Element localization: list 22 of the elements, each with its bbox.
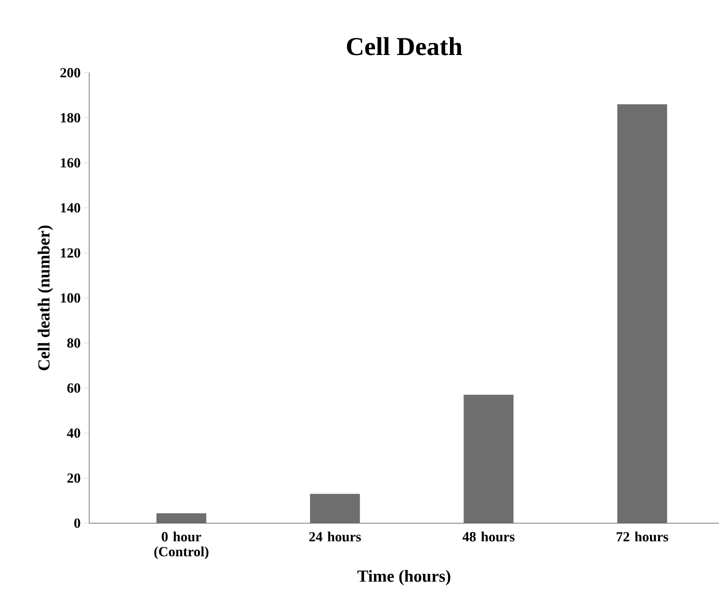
- x-tick-label: 72 hours: [616, 532, 668, 542]
- y-tick-label: 200: [60, 68, 80, 78]
- y-axis-title: Cell death (number): [38, 226, 54, 370]
- y-tick-label: 100: [60, 293, 80, 303]
- x-tick-label: 48 hours: [462, 532, 514, 542]
- y-tick-label: 180: [60, 113, 80, 123]
- bar: [617, 104, 668, 524]
- x-axis-title: Time (hours): [357, 570, 450, 586]
- y-tick-label: 120: [60, 248, 80, 258]
- y-tick-label: 20: [67, 474, 80, 483]
- y-tick-label: 160: [60, 158, 80, 168]
- x-tick-label: 24 hours: [309, 532, 361, 542]
- y-tick-label: 60: [67, 383, 80, 393]
- y-tick-label: 80: [67, 338, 80, 348]
- bar: [310, 494, 360, 524]
- y-tick-label: 40: [66, 428, 80, 438]
- y-tick-label: 0: [74, 518, 80, 528]
- chart-title: Cell Death: [346, 37, 462, 56]
- bar: [156, 513, 206, 524]
- bar: [464, 394, 514, 524]
- x-tick-label: 0 hour (Control): [154, 532, 208, 560]
- y-tick-label: 140: [60, 203, 80, 213]
